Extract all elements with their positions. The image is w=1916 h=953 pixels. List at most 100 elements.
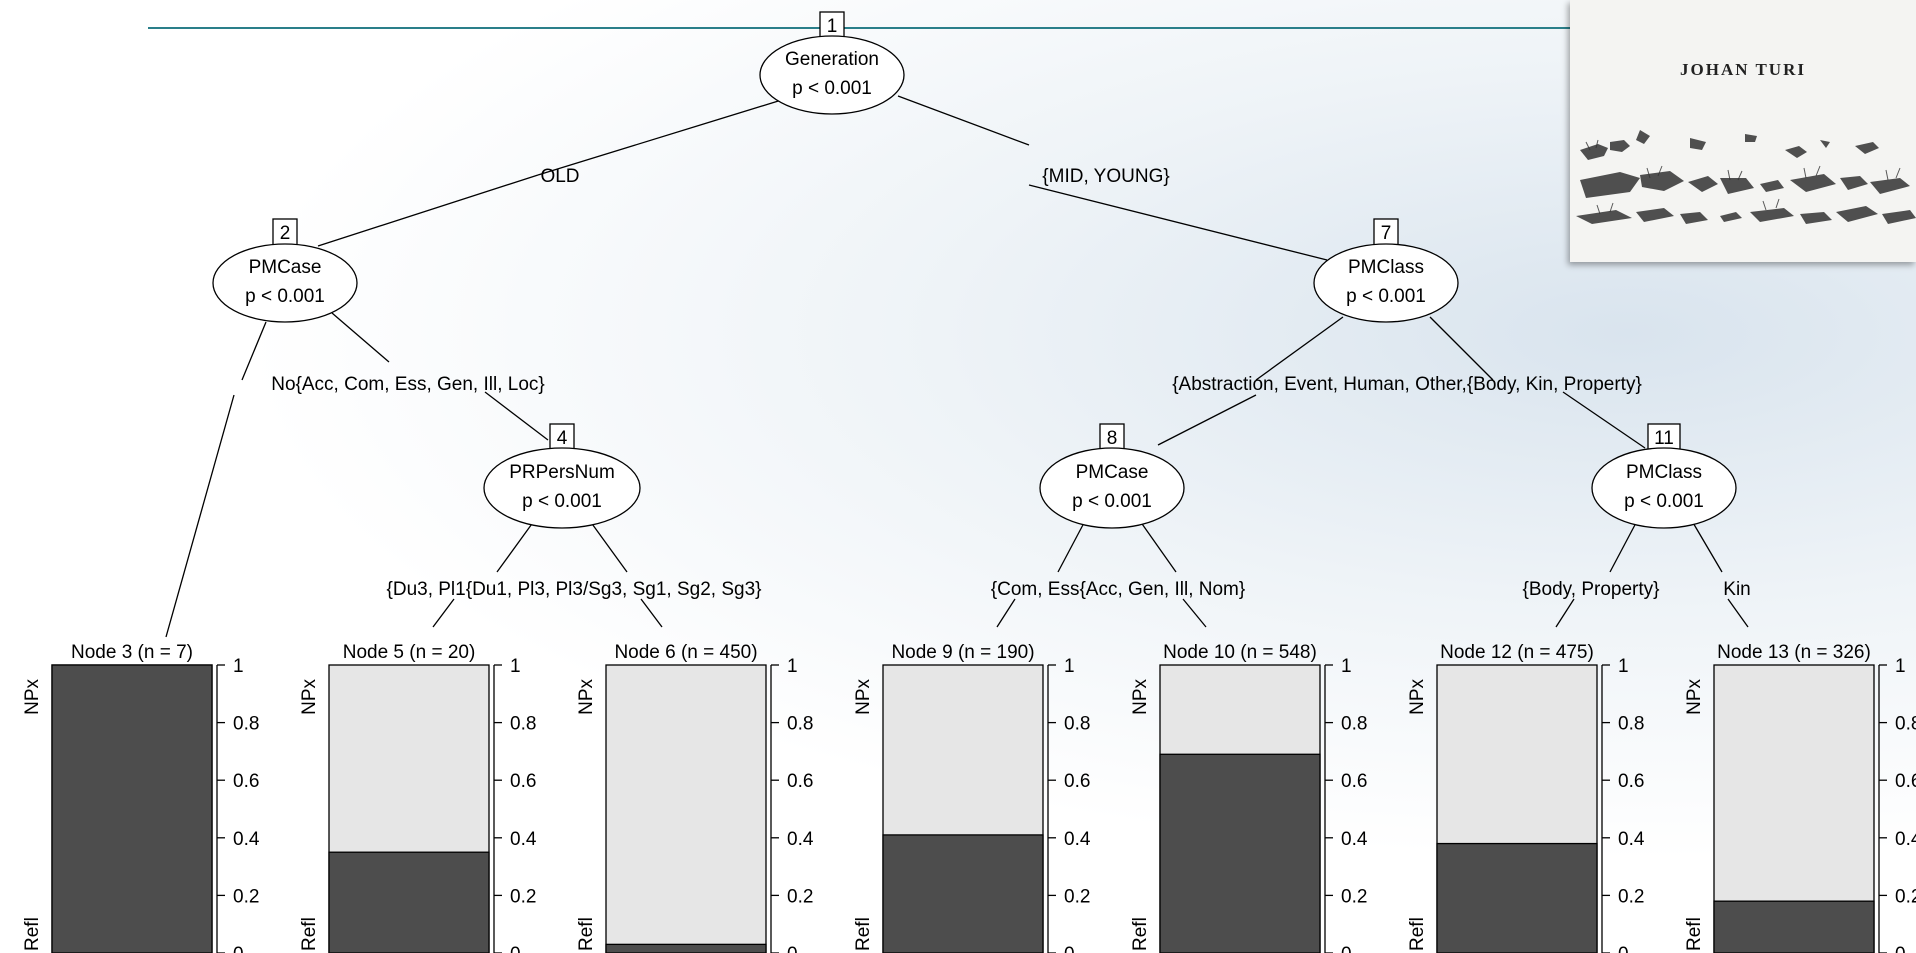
edge-labels: OLD {MID, YOUNG} No{Acc, Com, Ess, Gen, … [271, 166, 1750, 600]
node-variable: Generation [785, 49, 879, 70]
y-tick-label: 0.6 [787, 771, 813, 792]
node-pvalue: p < 0.001 [522, 491, 602, 512]
edge-8-10 [1139, 520, 1177, 573]
leaf-title: Node 6 (n = 450) [614, 642, 757, 663]
leaf-title: Node 13 (n = 326) [1717, 642, 1871, 663]
y-tick-label: 0.2 [1341, 886, 1367, 907]
edge-label-pmclass: {Abstraction, Event, Human, Other,{Body,… [1172, 374, 1642, 395]
y-tick-label: 0.4 [1618, 829, 1645, 850]
y-label-refl: Refl [1684, 917, 1705, 951]
edge-label-old: OLD [540, 166, 579, 187]
y-tick-label: 0 [1341, 944, 1352, 953]
edge-2-4 [331, 312, 390, 363]
inner-node-7: 7 PMClass p < 0.001 [1313, 218, 1459, 323]
edge-11-12-lower [1555, 598, 1575, 628]
edge-1-2-lower [317, 174, 539, 247]
edge-8-9 [1057, 520, 1086, 573]
edge-1-2 [537, 97, 789, 176]
terminal-node-5: Node 10 (n = 548) 1 0.8 0.6 0.4 0.2 0 NPx Refl [1130, 642, 1368, 953]
y-label-refl: Refl [1130, 917, 1151, 951]
edge-7-8-lower [1157, 394, 1257, 446]
leaf-title: Node 5 (n = 20) [343, 642, 476, 663]
y-tick-label: 0.6 [510, 771, 536, 792]
y-tick-label: 0.4 [1341, 829, 1368, 850]
y-tick-label: 0.6 [1064, 771, 1090, 792]
terminal-node-7: Node 13 (n = 326) 1 0.8 0.6 0.4 0.2 0 NPx Refl [1684, 642, 1916, 953]
reindeer-drawing [1576, 130, 1916, 224]
edge-4-6 [589, 520, 628, 573]
y-label-npx: NPx [1684, 679, 1705, 715]
edge-label-pmcase: No{Acc, Com, Ess, Gen, Ill, Loc} [271, 374, 545, 395]
y-label-npx: NPx [1130, 679, 1151, 715]
edge-7-11 [1429, 316, 1494, 381]
y-tick-label: 0.4 [1064, 829, 1091, 850]
y-tick-label: 0.4 [510, 829, 537, 850]
node-variable: PMClass [1626, 462, 1702, 483]
terminal-node-3: Node 6 (n = 450) 1 0.8 0.6 0.4 0.2 0 NPx Refl [576, 642, 814, 953]
edge-7-11-lower [1562, 391, 1646, 449]
y-tick-label: 0.4 [1895, 829, 1916, 850]
y-label-npx: NPx [1407, 679, 1428, 715]
y-tick-label: 1 [787, 656, 798, 677]
y-label-refl: Refl [853, 917, 874, 951]
y-tick-label: 0.8 [233, 714, 259, 735]
edge-label-pmcase-8: {Com, Ess{Acc, Gen, Ill, Nom} [991, 579, 1245, 600]
node-pvalue: p < 0.001 [1624, 491, 1704, 512]
node-number: 1 [827, 16, 838, 37]
refl-bar [1436, 842, 1598, 953]
edge-2-3 [241, 321, 267, 381]
edge-8-10-lower [1182, 598, 1207, 628]
edge-4-5 [496, 520, 535, 573]
node-variable: PMClass [1348, 257, 1424, 278]
node-number: 2 [280, 223, 291, 244]
terminal-node-4: Node 9 (n = 190) 1 0.8 0.6 0.4 0.2 0 NPx Refl [853, 642, 1091, 953]
refl-bar [882, 834, 1044, 953]
edge-label-body-property: {Body, Property} [1523, 579, 1660, 600]
y-label-npx: NPx [22, 679, 43, 715]
y-tick-label: 0.4 [787, 829, 814, 850]
y-tick-label: 1 [1895, 656, 1906, 677]
book-cover-image: JOHAN TURI [1570, 0, 1916, 262]
node-number: 11 [1654, 428, 1674, 449]
leaf-title: Node 9 (n = 190) [891, 642, 1034, 663]
y-tick-label: 0.8 [1895, 714, 1916, 735]
book-author: JOHAN TURI [1680, 60, 1806, 79]
y-label-npx: NPx [299, 679, 320, 715]
refl-bar [51, 664, 213, 953]
leaf-title: Node 12 (n = 475) [1440, 642, 1594, 663]
y-tick-label: 0.2 [510, 886, 536, 907]
y-tick-label: 1 [1341, 656, 1352, 677]
inner-node-1: 1 Generation p < 0.001 [759, 11, 905, 115]
terminal-nodes: Node 3 (n = 7) 1 0.8 0.6 0.4 0.2 0 NPx Refl Node … [22, 642, 1916, 953]
y-tick-label: 0.2 [787, 886, 813, 907]
y-label-refl: Refl [1407, 917, 1428, 951]
y-label-npx: NPx [853, 679, 874, 715]
y-label-refl: Refl [576, 917, 597, 951]
inner-node-2: 2 PMCase p < 0.001 [212, 218, 358, 323]
terminal-node-1: Node 3 (n = 7) 1 0.8 0.6 0.4 0.2 0 NPx Refl [22, 642, 260, 953]
leaf-title: Node 10 (n = 548) [1163, 642, 1317, 663]
y-tick-label: 0.6 [1895, 771, 1916, 792]
tree-edges [165, 95, 1749, 638]
y-tick-label: 0 [1064, 944, 1075, 953]
y-tick-label: 0.8 [1064, 714, 1090, 735]
edge-8-9-lower [996, 598, 1016, 628]
node-number: 7 [1381, 223, 1392, 244]
y-tick-label: 0.4 [233, 829, 260, 850]
inner-node-4: 4 PRPersNum p < 0.001 [483, 423, 641, 529]
node-variable: PMCase [249, 257, 322, 278]
y-tick-label: 0.6 [1618, 771, 1644, 792]
edge-4-6-lower [640, 598, 663, 628]
terminal-node-6: Node 12 (n = 475) 1 0.8 0.6 0.4 0.2 0 NPx Refl [1407, 642, 1645, 953]
refl-bar [605, 943, 767, 953]
y-tick-label: 0.2 [1895, 886, 1916, 907]
leaf-title: Node 3 (n = 7) [71, 642, 193, 663]
refl-bar [328, 851, 490, 953]
edge-4-5-lower [432, 598, 455, 628]
y-tick-label: 1 [233, 656, 244, 677]
y-tick-label: 0.8 [787, 714, 813, 735]
edge-11-12 [1609, 520, 1638, 573]
y-tick-label: 0.6 [1341, 771, 1367, 792]
node-pvalue: p < 0.001 [245, 286, 325, 307]
